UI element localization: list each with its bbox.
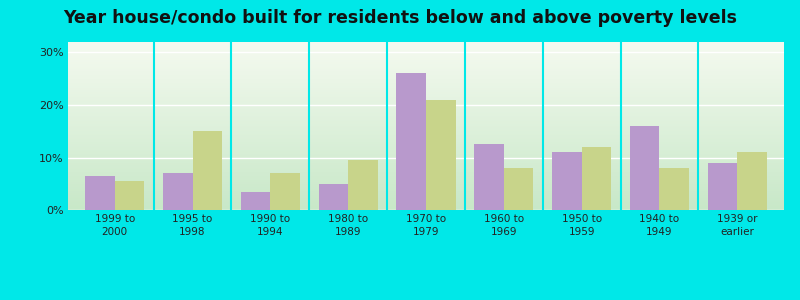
- Bar: [193, 131, 222, 210]
- Bar: [348, 160, 378, 210]
- Bar: [114, 181, 144, 210]
- Bar: [504, 168, 534, 210]
- Bar: [582, 147, 611, 210]
- Bar: [397, 74, 426, 210]
- Bar: [552, 152, 582, 210]
- Bar: [426, 100, 455, 210]
- Bar: [738, 152, 767, 210]
- Bar: [85, 176, 114, 210]
- Bar: [659, 168, 689, 210]
- Bar: [630, 126, 659, 210]
- Bar: [318, 184, 348, 210]
- Bar: [241, 192, 270, 210]
- Bar: [270, 173, 300, 210]
- Bar: [708, 163, 738, 210]
- Bar: [163, 173, 193, 210]
- Bar: [474, 144, 504, 210]
- Text: Year house/condo built for residents below and above poverty levels: Year house/condo built for residents bel…: [63, 9, 737, 27]
